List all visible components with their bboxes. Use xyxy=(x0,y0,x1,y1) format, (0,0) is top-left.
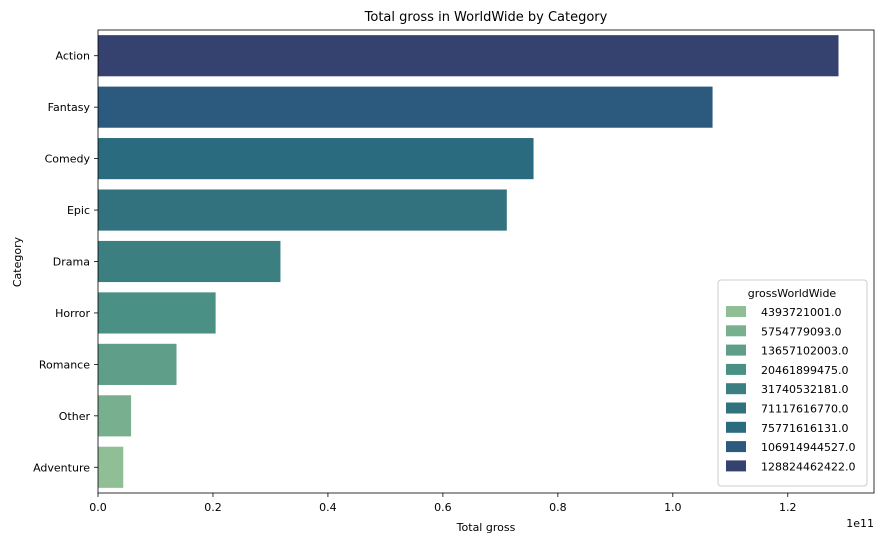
legend-swatch xyxy=(726,402,746,414)
legend-swatch xyxy=(726,460,746,472)
x-tick-label: 1.2 xyxy=(779,501,797,514)
chart-title: Total gross in WorldWide by Category xyxy=(364,10,608,25)
y-tick-label: Other xyxy=(59,410,91,423)
x-tick-label: 0.2 xyxy=(204,501,222,514)
legend-swatch xyxy=(726,383,746,395)
bar-other xyxy=(98,395,132,437)
legend: grossWorldWide 4393721001.0 5754779093.0 1… xyxy=(717,279,868,487)
legend-label: 71117616770.0 xyxy=(761,403,848,416)
legend-swatch xyxy=(726,306,746,317)
y-tick-label: Action xyxy=(56,50,90,63)
y-ticks: Action Fantasy Comedy Epic Drama Horror Romanc… xyxy=(33,50,98,474)
legend-label: 13657102003.0 xyxy=(761,345,848,358)
bar-romance xyxy=(98,343,177,385)
x-ticks: 0.0 0.2 0.4 0.6 0.8 1.0 1.2 xyxy=(89,493,797,514)
bar-comedy xyxy=(98,138,534,180)
legend-label: 106914944527.0 xyxy=(761,441,855,454)
legend-swatch xyxy=(726,344,746,356)
bar-epic xyxy=(98,189,507,231)
bar-drama xyxy=(98,240,281,283)
y-tick-label: Drama xyxy=(53,256,90,269)
bar-action xyxy=(98,35,839,77)
legend-items: 4393721001.0 5754779093.0 13657102003.0 204… xyxy=(726,306,855,473)
x-tick-label: 0.0 xyxy=(89,501,107,514)
legend-box xyxy=(717,279,868,487)
legend-label: 31740532181.0 xyxy=(761,383,848,396)
bar-adventure xyxy=(98,446,124,488)
y-tick-label: Epic xyxy=(67,204,90,217)
x-axis-label: Total gross xyxy=(456,521,516,534)
y-tick-label: Fantasy xyxy=(48,101,91,114)
bars-group xyxy=(98,35,839,488)
x-tick-label: 0.4 xyxy=(319,501,337,514)
legend-swatch xyxy=(726,421,746,433)
y-tick-label: Comedy xyxy=(45,153,91,166)
x-tick-label: 0.8 xyxy=(549,501,567,514)
legend-swatch xyxy=(726,441,746,453)
y-tick-label: Horror xyxy=(55,307,90,320)
legend-swatch xyxy=(726,363,746,375)
y-tick-label: Adventure xyxy=(33,461,90,474)
legend-title: grossWorldWide xyxy=(748,287,837,300)
bar-horror xyxy=(98,292,216,334)
legend-label: 75771616131.0 xyxy=(761,422,848,435)
x-tick-label: 1.0 xyxy=(664,501,682,514)
x-tick-label: 0.6 xyxy=(434,501,452,514)
legend-label: 5754779093.0 xyxy=(761,325,841,338)
legend-label: 20461899475.0 xyxy=(761,364,848,377)
legend-label: 4393721001.0 xyxy=(761,306,841,319)
x-scale-label: 1e11 xyxy=(846,517,874,530)
y-tick-label: Romance xyxy=(39,358,90,371)
y-axis-label: Category xyxy=(11,236,24,287)
legend-swatch xyxy=(726,325,746,337)
legend-label: 128824462422.0 xyxy=(761,460,855,473)
bar-fantasy xyxy=(98,86,713,128)
